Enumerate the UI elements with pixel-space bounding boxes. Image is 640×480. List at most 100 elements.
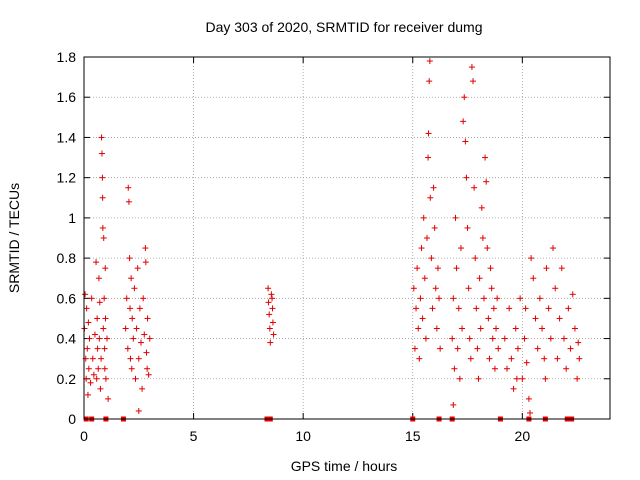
data-point: [101, 295, 108, 302]
data-point: [266, 325, 273, 332]
data-point: [96, 335, 103, 342]
data-point: [491, 365, 498, 372]
data-point: [474, 345, 481, 352]
data-point: [428, 255, 435, 262]
data-point: [137, 339, 144, 346]
data-point: [101, 345, 108, 352]
data-point: [270, 331, 277, 338]
data-point: [472, 255, 479, 262]
data-point: [554, 355, 561, 362]
data-point: [506, 305, 513, 312]
data-point: [575, 339, 582, 346]
data-point: [102, 265, 109, 272]
data-point: [83, 305, 90, 312]
data-point: [430, 184, 437, 191]
data-point: [560, 335, 567, 342]
data-point: [417, 295, 424, 302]
data-point: [495, 345, 502, 352]
data-point: [522, 305, 529, 312]
data-point: [501, 335, 508, 342]
data-point: [129, 315, 136, 322]
data-point: [426, 58, 433, 65]
data-point: [457, 245, 464, 252]
data-point: [144, 315, 151, 322]
data-point: [127, 305, 134, 312]
data-point: [454, 345, 461, 352]
data-point: [436, 295, 443, 302]
data-point: [433, 325, 440, 332]
data-point: [477, 325, 484, 332]
y-tick-label: 0.6: [57, 290, 77, 306]
data-point: [144, 365, 151, 372]
data-point: [532, 315, 539, 322]
data-point: [508, 355, 515, 362]
data-point: [268, 291, 275, 298]
data-point: [482, 154, 489, 161]
chart-title: Day 303 of 2020, SRMTID for receiver dum…: [205, 19, 482, 35]
data-point: [136, 305, 143, 312]
data-point: [104, 335, 111, 342]
data-point: [425, 154, 432, 161]
data-point: [102, 375, 109, 382]
data-point: [480, 295, 487, 302]
data-point: [422, 335, 429, 342]
data-point: [527, 409, 534, 416]
data-point: [543, 265, 550, 272]
data-point: [125, 198, 132, 205]
data-point: [93, 259, 100, 266]
data-point: [550, 245, 557, 252]
data-point: [468, 64, 475, 71]
data-point: [476, 275, 483, 282]
x-axis-label: GPS time / hours: [291, 458, 398, 474]
data-point: [96, 299, 103, 306]
data-point: [98, 355, 105, 362]
data-point: [146, 335, 153, 342]
x-tick-label: 10: [295, 428, 311, 444]
data-point: [101, 365, 108, 372]
data-point: [486, 355, 493, 362]
data-point: [99, 224, 106, 231]
data-point: [478, 204, 485, 211]
data-point: [425, 130, 432, 137]
data-point: [132, 375, 139, 382]
data-point: [490, 305, 497, 312]
data-point: [473, 305, 480, 312]
data-point: [463, 174, 470, 181]
data-point: [534, 345, 541, 352]
data-point: [510, 385, 517, 392]
data-point: [420, 214, 427, 221]
data-point: [269, 295, 276, 302]
data-point: [94, 315, 101, 322]
data-point: [134, 265, 141, 272]
data-point: [479, 235, 486, 241]
data-point: [431, 224, 438, 231]
data-point: [513, 375, 520, 382]
grid-lines: [84, 57, 610, 419]
data-point: [437, 345, 444, 352]
data-point: [145, 371, 152, 378]
y-tick-label: 1.6: [57, 89, 77, 105]
data-point: [143, 349, 150, 356]
data-point: [100, 325, 107, 332]
data-point: [569, 291, 576, 298]
data-point: [514, 345, 521, 352]
data-point: [466, 335, 473, 342]
data-point: [130, 335, 137, 342]
data-point: [141, 331, 148, 338]
data-point: [456, 375, 463, 382]
axis-ticks: 0 0.2 0.4 0.6 0.8 1 1.2 1.4 1.6 1.8 0 5 10 15 20: [57, 49, 610, 444]
data-point: [558, 265, 565, 272]
data-points: [81, 58, 583, 422]
data-point: [411, 345, 418, 352]
data-point: [89, 355, 96, 362]
data-point: [475, 375, 482, 382]
data-point: [487, 265, 494, 272]
y-tick-label: 0: [68, 411, 76, 427]
data-point: [459, 325, 466, 332]
data-point: [574, 375, 581, 382]
data-point: [125, 184, 132, 191]
data-point: [410, 285, 417, 292]
data-point: [85, 319, 92, 326]
data-point: [415, 325, 422, 332]
data-point: [450, 401, 457, 408]
